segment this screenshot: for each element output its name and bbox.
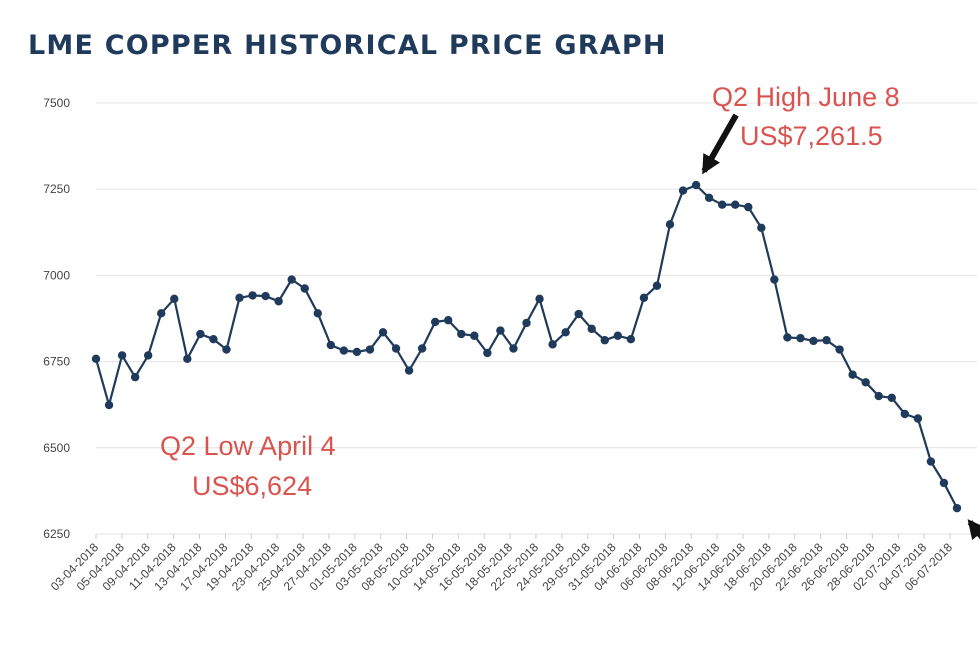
data-point [926,457,936,466]
data-point [209,334,218,344]
chart-title: LME COPPER HISTORICAL PRICE GRAPH [28,30,667,61]
y-tick-label: 7250 [43,182,70,196]
data-point [170,294,179,304]
data-point [457,329,466,339]
data-point [378,328,388,337]
data-point [744,202,753,212]
data-point [809,336,818,346]
y-tick-label: 6250 [43,527,70,541]
data-point [887,393,896,403]
data-point [483,348,492,358]
data-point [574,309,583,319]
data-point [600,336,609,345]
data-point [665,220,675,229]
data-point [613,331,623,340]
data-point [365,345,375,354]
data-point [248,291,257,300]
high-annotation-value: US$7,261.5 [740,121,883,151]
data-point [900,409,910,419]
data-point [274,297,283,306]
y-tick-label: 6500 [43,441,70,455]
data-point [704,193,714,203]
data-point [222,345,231,354]
data-point [352,347,362,357]
data-point [235,293,244,303]
annotations: Q2 Low April 4 US$6,624 Q2 High June 8 US$7… [160,82,980,541]
data-point [796,333,805,343]
data-point [444,316,453,325]
high-annotation-label: Q2 High June 8 [712,82,900,112]
data-point [417,344,427,353]
data-point [639,293,649,303]
data-point [430,317,440,327]
data-point [939,478,949,488]
data-point [783,333,792,342]
data-point [339,346,349,355]
data-point [548,340,557,349]
data-point [848,370,857,379]
gridlines [96,102,977,535]
data-point [626,334,636,344]
data-point [104,400,114,410]
data-point [391,344,401,353]
data-point [561,328,570,337]
y-tick-label: 7000 [43,268,70,282]
data-point [770,275,779,284]
data-point [874,391,883,401]
y-tick-label: 6750 [43,355,70,369]
data-point [691,180,701,190]
data-point [183,354,192,364]
data-point [117,351,127,360]
data-point [287,275,296,284]
data-point [404,366,414,375]
data-point [509,344,518,353]
data-point [261,291,270,301]
low-arrow [967,519,980,541]
high-arrow [701,113,739,175]
data-point [913,414,923,423]
data-point [535,294,544,304]
data-point [652,281,662,290]
data-point [470,331,479,340]
y-axis-tick-labels: 6250 6500 6750 7000 7250 7500 [43,96,70,541]
y-tick-label: 7500 [43,96,70,110]
data-point [157,309,166,318]
data-point [91,354,101,364]
data-point [496,326,505,335]
data-point [757,223,766,233]
low-annotation-label: Q2 Low April 4 [160,431,336,461]
low-annotation-value: US$6,624 [192,471,312,501]
data-point [587,324,596,334]
data-point [822,336,831,345]
data-point [522,318,531,328]
data-point [143,351,153,360]
data-point [731,200,740,209]
data-point [835,345,844,354]
data-point [678,186,688,195]
data-point [300,284,309,293]
data-point [313,309,322,318]
data-point [130,372,140,382]
x-axis-tick-labels: 03-04-201805-04-201809-04-201811-04-2018… [48,534,955,594]
data-point [952,503,962,513]
data-point [196,329,205,339]
data-point [326,340,336,350]
series-points [91,180,962,513]
data-point [861,378,870,387]
data-point [717,200,727,209]
